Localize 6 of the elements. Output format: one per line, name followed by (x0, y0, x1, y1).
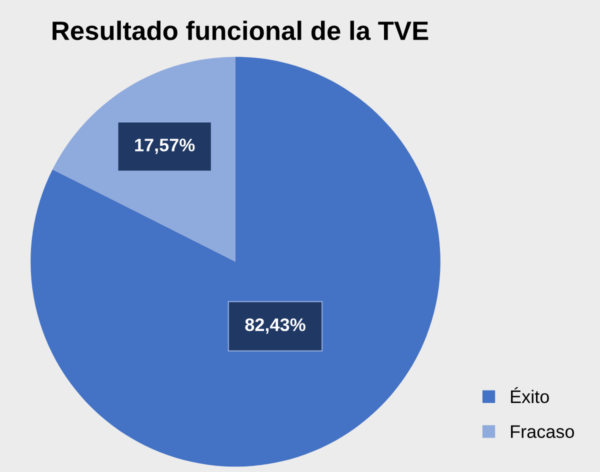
legend-label: Éxito (511, 387, 549, 404)
chart-title: Resultado funcional de la TVE (52, 20, 428, 40)
data-label: 82,43% (245, 318, 306, 334)
pie-slice (30, 56, 440, 467)
data-label: 17,57% (135, 138, 195, 154)
legend-label: Fracaso (511, 425, 574, 438)
